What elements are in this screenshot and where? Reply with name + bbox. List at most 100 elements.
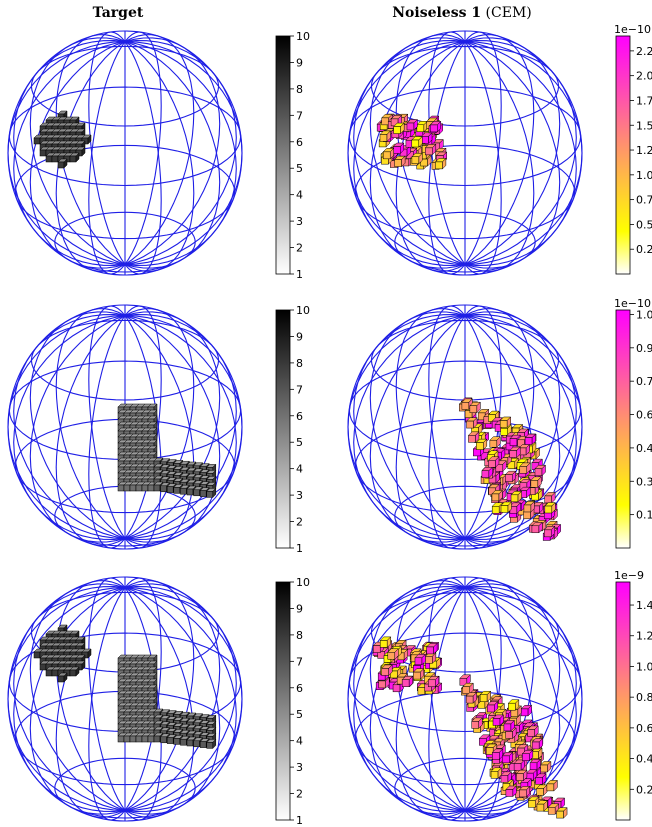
- cem-voxel: [519, 789, 527, 798]
- colorbar-tick-label: 8: [296, 629, 303, 642]
- cem-voxel: [425, 147, 433, 156]
- cem-voxel: [513, 763, 522, 771]
- sphere-outline: [7, 576, 243, 822]
- target-voxel: [69, 155, 77, 163]
- colorbar: [615, 309, 631, 549]
- sphere-outline: [7, 304, 243, 550]
- cem-voxel: [531, 525, 540, 534]
- cem-voxel: [528, 800, 536, 808]
- colorbar-tick-label: 1.75: [636, 94, 652, 107]
- cem-voxel: [524, 437, 533, 445]
- target-voxel: [147, 484, 155, 492]
- cem-voxel: [507, 501, 512, 514]
- cem-voxel: [510, 494, 519, 503]
- colorbar-tick-label: 0.4: [636, 753, 652, 766]
- colorbar: [275, 309, 291, 549]
- colorbar-tick-label: 1.05: [636, 308, 652, 321]
- colorbar-offset-text: 1e−9: [614, 569, 644, 582]
- colorbar-tick-label: 6: [296, 682, 303, 695]
- target-voxel: [81, 146, 86, 157]
- colorbar-tick-label: 1: [296, 542, 303, 555]
- cem-voxel: [420, 667, 425, 680]
- cem-voxel: [386, 130, 391, 143]
- cem-voxel: [500, 775, 509, 783]
- cem-voxel: [516, 773, 524, 781]
- cem-voxel: [494, 700, 499, 713]
- cem-voxel: [432, 652, 437, 664]
- target-voxel: [166, 486, 174, 493]
- cem-voxel: [541, 464, 546, 477]
- cem-voxel: [442, 157, 447, 170]
- cem-voxel: [393, 126, 401, 134]
- cem-voxel: [394, 159, 402, 167]
- cem-voxel: [491, 506, 500, 514]
- colorbar-tick-label: 1.25: [636, 144, 652, 157]
- colorbar-tick-label: 4: [296, 735, 303, 748]
- cem-voxel: [542, 773, 547, 785]
- colorbar-tick-label: 10: [296, 304, 310, 317]
- cem-voxel: [512, 727, 517, 740]
- cem-voxel: [519, 721, 524, 734]
- colorbar-tick-label: 2: [296, 242, 303, 255]
- colorbar-tick-label: 7: [296, 383, 303, 396]
- colorbar-tick-label: 6: [296, 410, 303, 423]
- cem-voxel: [539, 501, 544, 514]
- cem-voxel: [437, 682, 442, 695]
- cem-voxel: [413, 671, 421, 680]
- colorbar-tick-label: 8: [296, 357, 303, 370]
- cem-voxel: [527, 729, 535, 737]
- target-voxel: [206, 742, 214, 749]
- colorbar-tick-label: 7: [296, 655, 303, 668]
- cem-voxel: [492, 752, 500, 760]
- cem-voxel: [553, 527, 558, 540]
- target-voxel: [129, 484, 137, 492]
- cem-voxel: [512, 785, 517, 798]
- cem-voxel: [478, 717, 483, 729]
- target-voxel: [57, 675, 65, 683]
- cem-voxel: [437, 120, 442, 133]
- target-voxel: [75, 666, 80, 677]
- cem-voxel: [505, 731, 513, 739]
- cem-voxel: [473, 416, 478, 429]
- target-voxel: [160, 485, 167, 493]
- cem-voxel: [506, 416, 511, 429]
- cem-voxel: [414, 657, 423, 666]
- colorbar-tick-label: 1.0: [636, 660, 652, 673]
- target-voxel: [135, 735, 143, 743]
- target-voxel: [69, 669, 77, 677]
- target-voxel: [199, 490, 207, 497]
- target-voxel: [212, 738, 217, 750]
- sphere-outline: [347, 30, 583, 276]
- cem-voxel: [526, 486, 531, 499]
- target-voxel: [199, 741, 207, 748]
- cem-voxel: [563, 806, 568, 819]
- cem-voxel: [381, 668, 389, 676]
- colorbar-tick-label: 2.00: [636, 70, 652, 83]
- cem-voxel: [509, 438, 518, 446]
- target-voxel: [186, 488, 194, 496]
- target-voxel: [33, 137, 41, 145]
- cem-voxel: [372, 645, 381, 653]
- cem-voxel: [430, 124, 438, 133]
- cem-voxel: [556, 810, 564, 819]
- colorbar-tick-label: 5: [296, 436, 303, 449]
- cem-voxel: [519, 466, 528, 474]
- cem-voxel: [546, 783, 555, 792]
- cem-voxel: [523, 511, 531, 520]
- cem-voxel: [393, 146, 401, 154]
- panel-row1-cem: 0.25 0.50 0.75 1.00 1.25 1.50 1.75 2.00 2.25 1e−1…: [347, 23, 652, 276]
- cem-voxel: [400, 142, 405, 155]
- target-voxel: [206, 491, 214, 498]
- cem-voxel: [432, 143, 437, 156]
- colorbar: [615, 581, 631, 821]
- cem-voxel: [408, 675, 413, 688]
- cem-voxel: [544, 495, 552, 504]
- cem-voxel: [538, 489, 543, 501]
- colorbar: [615, 35, 631, 275]
- target-voxel: [63, 158, 68, 169]
- cem-voxel: [536, 788, 544, 796]
- cem-voxel: [472, 691, 477, 704]
- colorbar: [275, 35, 291, 275]
- cem-voxel: [400, 122, 405, 135]
- cem-voxel: [502, 755, 510, 764]
